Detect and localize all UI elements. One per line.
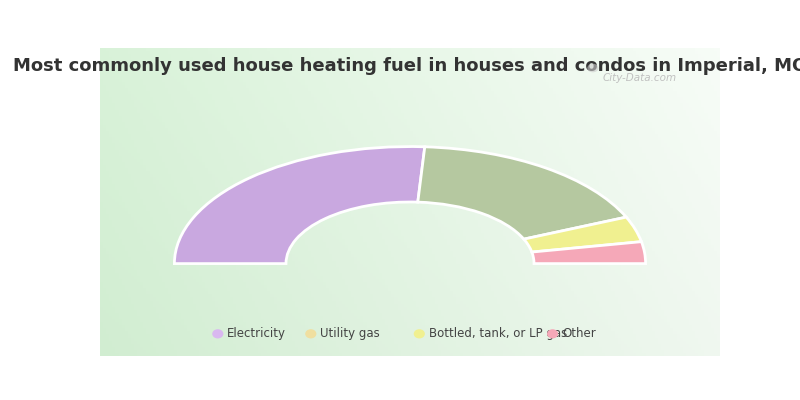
Text: Bottled, tank, or LP gas: Bottled, tank, or LP gas — [429, 327, 567, 340]
Wedge shape — [524, 217, 642, 252]
Ellipse shape — [212, 329, 223, 338]
Ellipse shape — [306, 329, 316, 338]
Text: Other: Other — [562, 327, 596, 340]
Text: Utility gas: Utility gas — [320, 327, 380, 340]
Text: City-Data.com: City-Data.com — [602, 73, 676, 83]
Ellipse shape — [414, 329, 425, 338]
Wedge shape — [532, 242, 646, 264]
Wedge shape — [418, 147, 626, 239]
Ellipse shape — [547, 329, 558, 338]
Wedge shape — [174, 146, 425, 264]
Text: Electricity: Electricity — [227, 327, 286, 340]
Text: Most commonly used house heating fuel in houses and condos in Imperial, MO: Most commonly used house heating fuel in… — [13, 57, 800, 75]
Ellipse shape — [587, 64, 598, 72]
